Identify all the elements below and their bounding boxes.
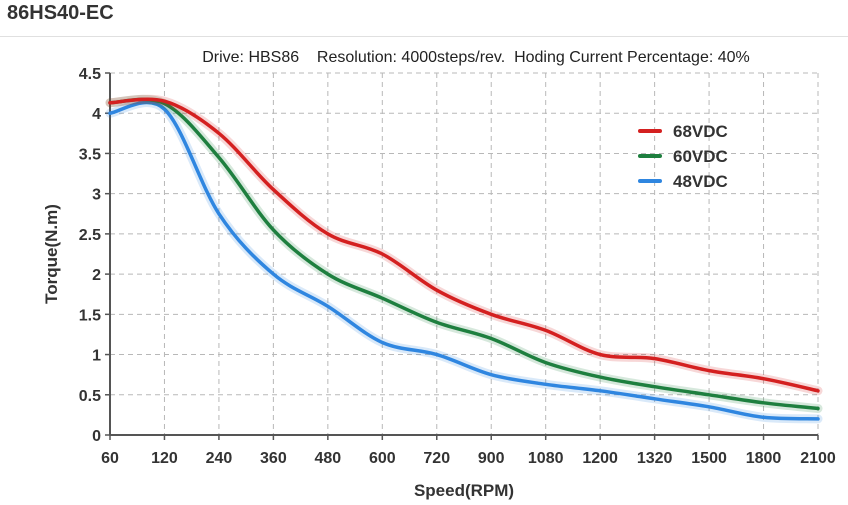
legend-label-68vdc: 68VDC (673, 122, 728, 141)
y-tick-label: 0.5 (79, 388, 101, 405)
y-tick-label: 0 (92, 428, 101, 445)
series-lines (105, 94, 823, 424)
x-tick-label: 120 (151, 450, 178, 467)
x-tick-label: 900 (478, 450, 505, 467)
y-tick-label: 1.5 (79, 307, 101, 324)
x-tick-label: 2100 (800, 450, 836, 467)
x-tick-label: 1320 (637, 450, 673, 467)
series-line-48vdc (108, 100, 820, 421)
x-tick-label: 1200 (582, 450, 618, 467)
chart-title: Drive: HBS86 Resolution: 4000steps/rev. … (202, 49, 750, 66)
y-tick-label: 3 (92, 187, 101, 204)
page-title: 86HS40-EC (7, 2, 114, 24)
grid-lines (110, 72, 819, 435)
y-tick-label: 2.5 (79, 227, 101, 244)
x-tick-label: 60 (101, 450, 119, 467)
y-tick-label: 4 (92, 106, 101, 123)
x-tick-label: 360 (260, 450, 287, 467)
title-divider (0, 36, 848, 37)
x-tick-label: 1080 (528, 450, 564, 467)
x-tick-label: 480 (314, 450, 341, 467)
series-line-68vdc (108, 97, 820, 393)
axes: 0 0.5 1 1.5 2 2.5 3 3.5 4 4.5 60 120 240 360 480 600 720… (79, 66, 836, 467)
x-tick-label: 720 (423, 450, 450, 467)
legend: 68VDC 60VDC 48VDC (638, 122, 728, 191)
x-tick-label: 1500 (691, 450, 727, 467)
series-line-60vdc (108, 97, 820, 411)
legend-label-60vdc: 60VDC (673, 147, 728, 166)
x-tick-label: 1800 (746, 450, 782, 467)
plot-area (110, 73, 818, 435)
x-tick-label: 600 (369, 450, 396, 467)
x-axis-label: Speed(RPM) (414, 481, 514, 500)
y-tick-label: 4.5 (79, 66, 101, 83)
y-tick-label: 1 (92, 348, 101, 365)
y-tick-label: 3.5 (79, 146, 101, 163)
y-tick-label: 2 (92, 267, 101, 284)
x-tick-label: 240 (206, 450, 233, 467)
legend-label-48vdc: 48VDC (673, 172, 728, 191)
y-axis-label: Torque(N.m) (42, 204, 61, 304)
